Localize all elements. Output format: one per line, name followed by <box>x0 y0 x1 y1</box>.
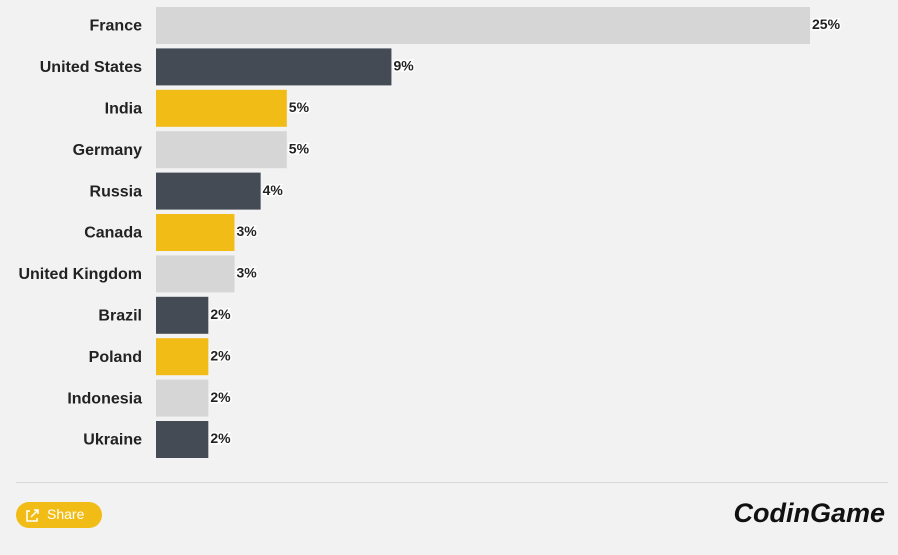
share-icon[interactable] <box>26 509 39 522</box>
value-label: 25% <box>812 16 841 32</box>
category-label: Canada <box>84 225 142 242</box>
value-label: 2% <box>210 389 231 405</box>
value-label: 3% <box>236 265 257 281</box>
category-label: United Kingdom <box>18 266 142 283</box>
value-label: 5% <box>289 140 310 156</box>
category-label: United States <box>40 59 142 76</box>
bar <box>156 172 261 210</box>
value-label: 3% <box>236 223 257 239</box>
logo: CodinGame <box>733 498 885 528</box>
bar <box>156 48 392 86</box>
bar <box>156 7 810 44</box>
share-button[interactable]: Share <box>16 502 102 528</box>
bar <box>156 421 209 458</box>
share-label[interactable]: Share <box>47 506 85 522</box>
category-label: India <box>105 101 142 118</box>
bar <box>156 255 235 293</box>
category-label: Germany <box>73 142 142 159</box>
category-label: Brazil <box>98 308 142 325</box>
category-label: Indonesia <box>67 390 142 407</box>
category-label: Ukraine <box>83 432 142 449</box>
bar <box>156 338 209 376</box>
value-label: 2% <box>210 347 231 363</box>
category-label: Poland <box>89 349 142 366</box>
category-label: France <box>90 18 143 35</box>
bar <box>156 89 287 127</box>
bar <box>156 296 209 334</box>
value-label: 4% <box>263 182 284 198</box>
bar <box>156 379 209 417</box>
value-label: 5% <box>289 99 310 115</box>
value-label: 2% <box>210 430 231 446</box>
value-label: 2% <box>210 306 231 322</box>
bar <box>156 131 287 169</box>
bar <box>156 214 235 251</box>
value-label: 9% <box>393 58 414 74</box>
category-label: Russia <box>90 183 143 200</box>
